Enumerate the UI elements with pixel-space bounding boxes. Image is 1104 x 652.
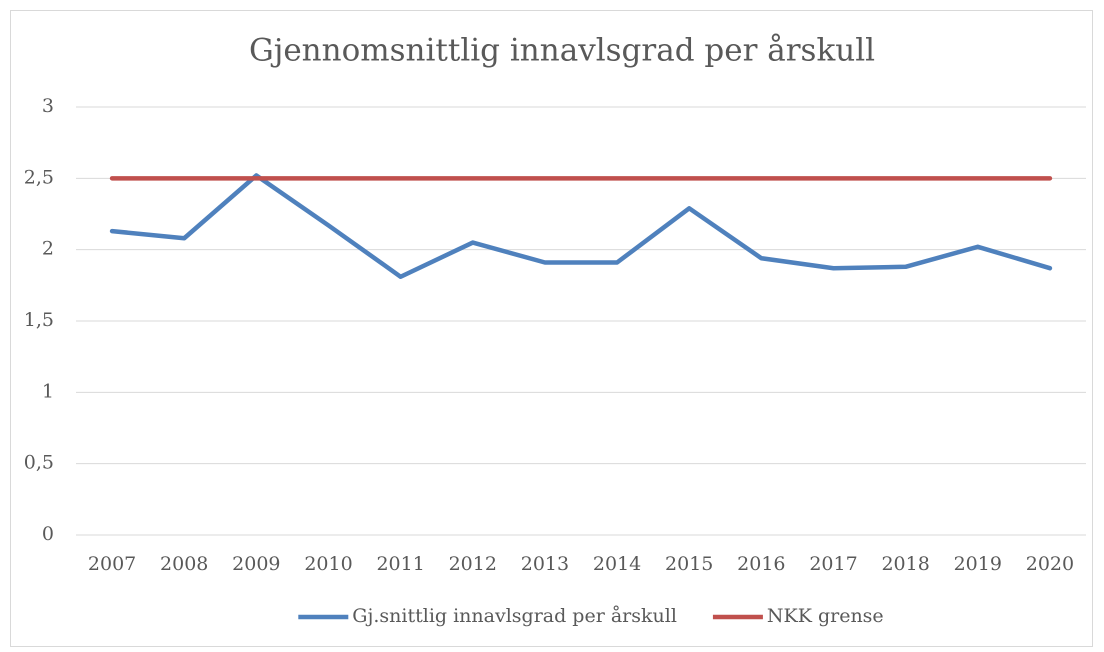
x-tick-label: 2014 xyxy=(593,553,641,575)
legend-label: NKK grense xyxy=(767,605,884,627)
y-tick-label: 1,5 xyxy=(24,309,54,331)
y-tick-label: 1 xyxy=(42,380,54,402)
x-tick-label: 2007 xyxy=(88,553,136,575)
x-tick-label: 2008 xyxy=(160,553,208,575)
x-tick-label: 2013 xyxy=(521,553,569,575)
x-tick-label: 2017 xyxy=(809,553,857,575)
x-tick-label: 2011 xyxy=(376,553,424,575)
x-tick-label: 2009 xyxy=(232,553,280,575)
x-tick-label: 2019 xyxy=(954,553,1002,575)
y-tick-label: 2 xyxy=(42,238,54,260)
y-tick-label: 0 xyxy=(42,523,54,545)
y-tick-label: 3 xyxy=(42,95,54,117)
x-tick-label: 2012 xyxy=(449,553,497,575)
chart-title: Gjennomsnittlig innavlsgrad per årskull xyxy=(249,33,875,69)
x-tick-label: 2018 xyxy=(881,553,929,575)
x-tick-label: 2015 xyxy=(665,553,713,575)
series-line xyxy=(109,173,1053,280)
x-tick-label: 2010 xyxy=(304,553,352,575)
chart-border xyxy=(10,10,1093,647)
x-tick-label: 2020 xyxy=(1026,553,1074,575)
y-tick-label: 0,5 xyxy=(24,452,54,474)
x-tick-label: 2016 xyxy=(737,553,785,575)
legend-label: Gj.snittlig innavlsgrad per årskull xyxy=(352,605,677,627)
y-tick-label: 2,5 xyxy=(24,166,54,188)
